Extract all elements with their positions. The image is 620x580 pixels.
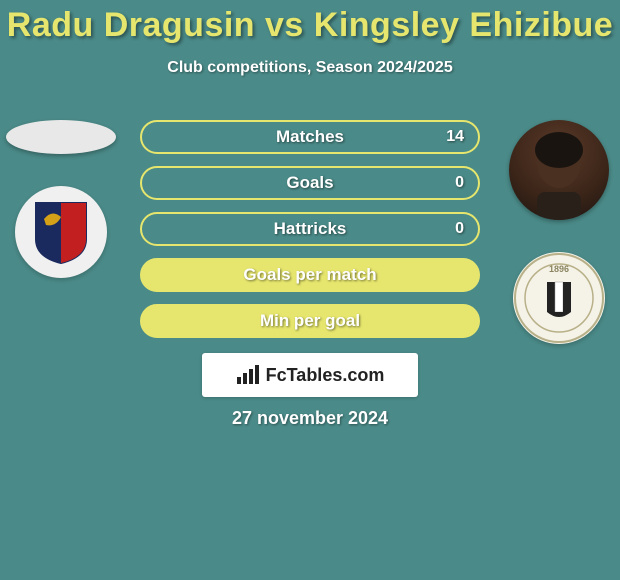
brand-badge: FcTables.com	[202, 353, 418, 397]
stat-value: 0	[455, 174, 464, 192]
brand-text: FcTables.com	[266, 365, 385, 386]
stat-value: 14	[446, 128, 464, 146]
stat-bar-hattricks: Hattricks 0	[140, 212, 480, 246]
bars-icon	[236, 365, 260, 385]
stats-list: Matches 14 Goals 0 Hattricks 0 Goals per…	[140, 120, 480, 338]
player2-column: 1896	[504, 120, 614, 344]
stat-label: Goals per match	[243, 265, 376, 285]
date-text: 27 november 2024	[0, 408, 620, 429]
stat-label: Hattricks	[274, 219, 347, 239]
stat-label: Min per goal	[260, 311, 360, 331]
club-year: 1896	[549, 264, 569, 274]
stat-label: Goals	[286, 173, 333, 193]
stat-bar-goals-per-match: Goals per match	[140, 258, 480, 292]
page-title: Radu Dragusin vs Kingsley Ehizibue	[0, 0, 620, 45]
player2-club-logo: 1896	[513, 252, 605, 344]
player1-avatar	[6, 120, 116, 154]
player1-column	[6, 120, 116, 278]
player1-club-logo	[15, 186, 107, 278]
stat-bar-matches: Matches 14	[140, 120, 480, 154]
genoa-shield-icon	[34, 199, 88, 265]
stat-value: 0	[455, 220, 464, 238]
stat-label: Matches	[276, 127, 344, 147]
subtitle: Club competitions, Season 2024/2025	[0, 59, 620, 77]
stat-bar-goals: Goals 0	[140, 166, 480, 200]
player2-avatar	[509, 120, 609, 220]
udinese-badge-icon: 1896	[513, 252, 605, 344]
stat-bar-min-per-goal: Min per goal	[140, 304, 480, 338]
